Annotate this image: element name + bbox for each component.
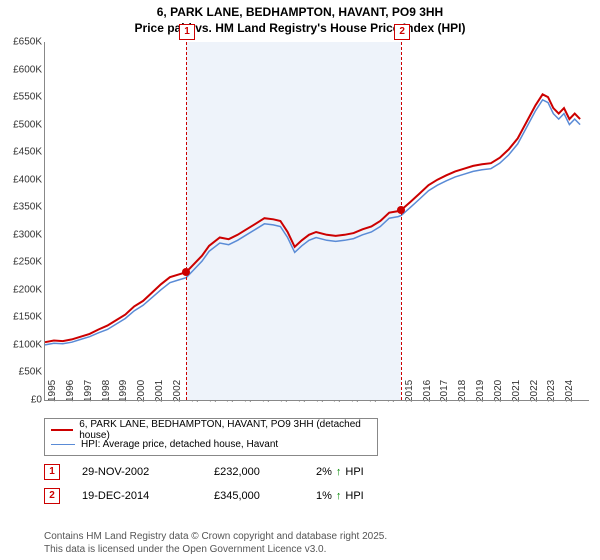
y-tick-label: £200K bbox=[13, 284, 42, 295]
trend-label: HPI bbox=[345, 490, 363, 502]
footer-text: Contains HM Land Registry data © Crown c… bbox=[44, 530, 387, 556]
row-trend: 2% ↑HPI bbox=[316, 466, 396, 478]
reference-line bbox=[186, 42, 187, 400]
trend-pct: 2% bbox=[316, 466, 332, 478]
row-marker: 1 bbox=[44, 464, 60, 480]
trend-pct: 1% bbox=[316, 490, 332, 502]
legend-label: HPI: Average price, detached house, Hava… bbox=[81, 439, 278, 450]
marker-badge: 1 bbox=[179, 24, 195, 40]
trend-label: HPI bbox=[345, 466, 363, 478]
chart-wrapper: 6, PARK LANE, BEDHAMPTON, HAVANT, PO9 3H… bbox=[0, 0, 600, 560]
y-tick-label: £50K bbox=[19, 367, 42, 378]
y-tick-label: £100K bbox=[13, 339, 42, 350]
row-date: 19-DEC-2014 bbox=[82, 490, 192, 502]
table-row: 2 19-DEC-2014 £345,000 1% ↑HPI bbox=[44, 484, 396, 508]
series-line bbox=[45, 100, 580, 345]
legend-swatch bbox=[51, 444, 75, 445]
legend-box: 6, PARK LANE, BEDHAMPTON, HAVANT, PO9 3H… bbox=[44, 418, 378, 456]
row-date: 29-NOV-2002 bbox=[82, 466, 192, 478]
legend-item: 6, PARK LANE, BEDHAMPTON, HAVANT, PO9 3H… bbox=[51, 423, 371, 437]
line-svg bbox=[45, 42, 589, 400]
y-tick-label: £500K bbox=[13, 119, 42, 130]
footer-line-1: Contains HM Land Registry data © Crown c… bbox=[44, 530, 387, 543]
y-tick-label: £250K bbox=[13, 257, 42, 268]
title-line-2: Price paid vs. HM Land Registry's House … bbox=[0, 20, 600, 36]
row-price: £232,000 bbox=[214, 466, 294, 478]
reference-line bbox=[401, 42, 402, 400]
legend-swatch bbox=[51, 429, 73, 431]
y-tick-label: £600K bbox=[13, 64, 42, 75]
table-row: 1 29-NOV-2002 £232,000 2% ↑HPI bbox=[44, 460, 396, 484]
y-tick-label: £150K bbox=[13, 312, 42, 323]
row-trend: 1% ↑HPI bbox=[316, 490, 396, 502]
row-price: £345,000 bbox=[214, 490, 294, 502]
y-tick-label: £450K bbox=[13, 147, 42, 158]
transaction-table: 1 29-NOV-2002 £232,000 2% ↑HPI 2 19-DEC-2014 £3… bbox=[44, 460, 396, 508]
plot-area: 12 bbox=[44, 42, 589, 401]
series-line bbox=[45, 94, 580, 342]
y-tick-label: £400K bbox=[13, 174, 42, 185]
arrow-up-icon: ↑ bbox=[336, 490, 342, 502]
y-tick-label: £300K bbox=[13, 229, 42, 240]
row-marker: 2 bbox=[44, 488, 60, 504]
y-tick-label: £350K bbox=[13, 202, 42, 213]
title-block: 6, PARK LANE, BEDHAMPTON, HAVANT, PO9 3H… bbox=[0, 0, 600, 36]
y-tick-label: £650K bbox=[13, 37, 42, 48]
arrow-up-icon: ↑ bbox=[336, 466, 342, 478]
marker-badge: 2 bbox=[394, 24, 410, 40]
y-tick-label: £550K bbox=[13, 92, 42, 103]
title-line-1: 6, PARK LANE, BEDHAMPTON, HAVANT, PO9 3H… bbox=[0, 4, 600, 20]
footer-line-2: This data is licensed under the Open Gov… bbox=[44, 543, 387, 556]
y-tick-label: £0 bbox=[31, 395, 42, 406]
